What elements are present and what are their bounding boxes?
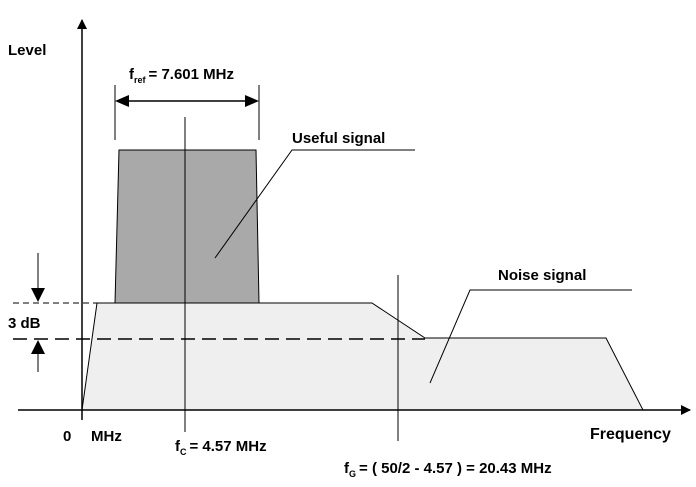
level-arrow-bottom-head xyxy=(31,340,45,354)
level-marker-label: 3 dB xyxy=(8,315,41,332)
level-arrow-top-head xyxy=(31,288,45,302)
center-frequency-label: fC = 4.57 MHz xyxy=(175,438,267,457)
ref-arrow-right-head xyxy=(245,95,259,107)
ref-arrow-left-head xyxy=(115,95,129,107)
origin-label: 0 xyxy=(63,428,71,445)
useful-signal-label: Useful signal xyxy=(292,130,385,147)
x-axis-label: Frequency xyxy=(590,426,671,443)
useful-signal-block xyxy=(114,149,260,304)
origin-unit-label: MHz xyxy=(91,428,122,445)
y-axis-label: Level xyxy=(8,42,46,59)
g-frequency-label: fG = ( 50/2 - 4.57 ) = 20.43 MHz xyxy=(344,460,552,479)
noise-signal-area xyxy=(81,302,644,411)
ref-bandwidth-label: fref = 7.601 MHz xyxy=(129,66,234,85)
noise-signal-leader xyxy=(429,289,632,384)
noise-signal-label: Noise signal xyxy=(498,267,586,284)
useful-signal-leader xyxy=(214,149,415,259)
